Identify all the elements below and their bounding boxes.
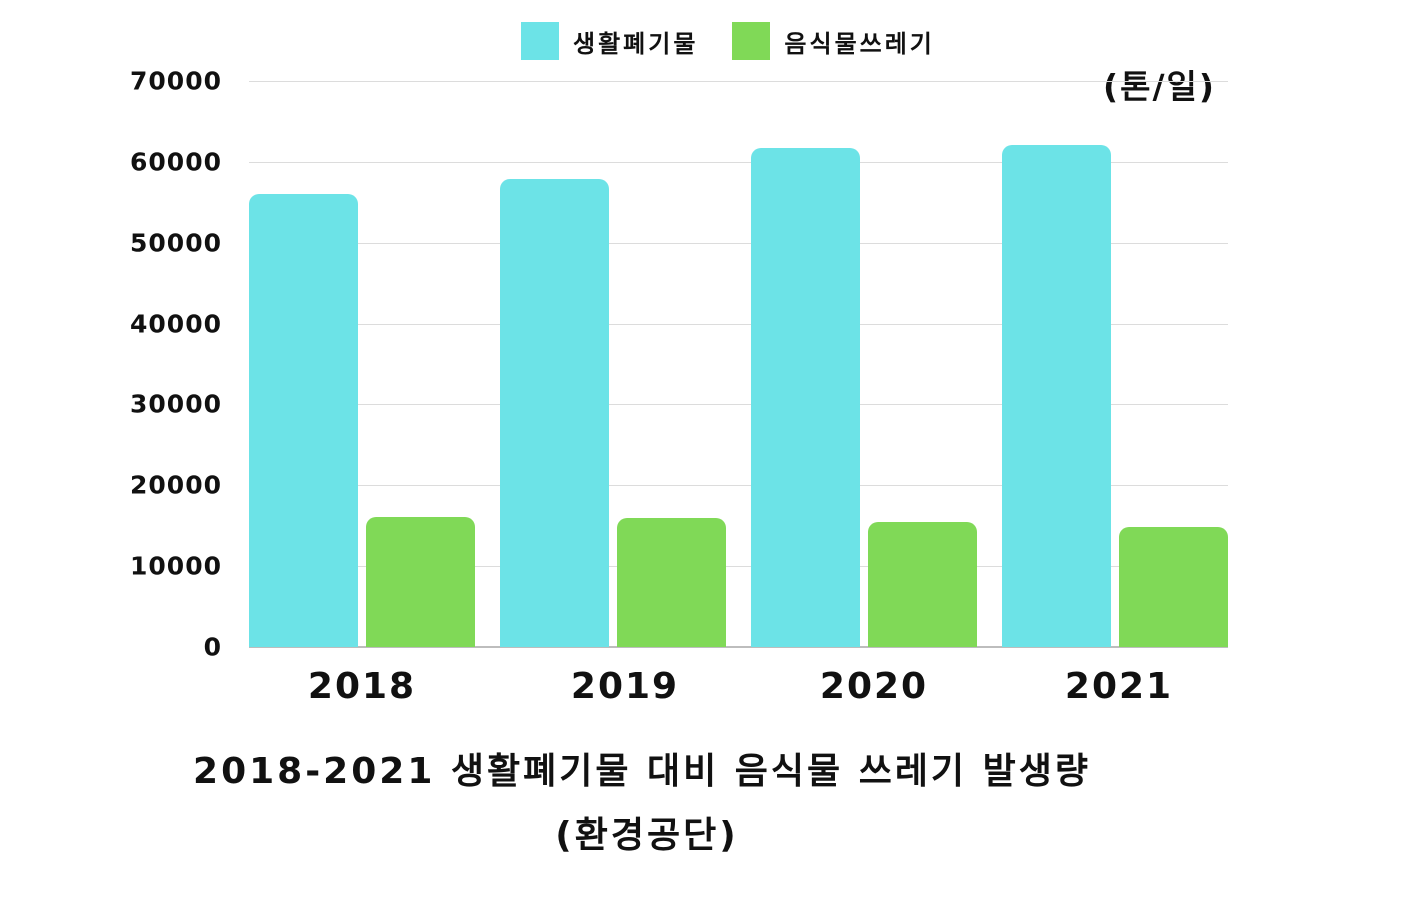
chart-source-text: (환경공단) bbox=[555, 815, 739, 856]
legend-item-household-waste: 생활폐기물 bbox=[521, 22, 698, 60]
y-tick-label: 50000 bbox=[130, 228, 222, 258]
y-tick-label: 70000 bbox=[130, 66, 222, 96]
bar-food-waste-2018 bbox=[366, 516, 475, 647]
x-tick-label: 2018 bbox=[307, 666, 417, 707]
legend-swatch-household-waste bbox=[521, 22, 559, 60]
chart-source: (환경공단) bbox=[0, 806, 1414, 858]
bar-household-waste-2020 bbox=[751, 148, 860, 647]
legend-label: 음식물쓰레기 bbox=[784, 29, 935, 58]
gridline bbox=[249, 404, 1228, 406]
x-axis-baseline bbox=[249, 646, 1228, 648]
bar-household-waste-2018 bbox=[249, 194, 358, 647]
x-tick-label: 2019 bbox=[570, 666, 680, 707]
gridline bbox=[249, 242, 1228, 244]
y-tick-label: 20000 bbox=[130, 470, 222, 500]
legend-item-food-waste: 음식물쓰레기 bbox=[732, 22, 934, 60]
plot-area bbox=[249, 81, 1228, 648]
bar-food-waste-2020 bbox=[868, 521, 977, 647]
unit-label: (톤/일) bbox=[1103, 67, 1216, 106]
legend-label: 생활폐기물 bbox=[573, 29, 699, 58]
y-tick-label: 0 bbox=[203, 632, 222, 662]
gridline bbox=[249, 566, 1228, 568]
x-tick-label: 2020 bbox=[819, 666, 929, 707]
gridline bbox=[249, 161, 1228, 163]
gridline bbox=[249, 323, 1228, 325]
bar-food-waste-2019 bbox=[617, 518, 726, 647]
gridline bbox=[249, 485, 1228, 487]
chart-legend: 생활폐기물 음식물쓰레기 bbox=[521, 22, 969, 60]
chart-title: 2018-2021 생활폐기물 대비 음식물 쓰레기 발생량 bbox=[0, 742, 1414, 794]
legend-swatch-food-waste bbox=[732, 22, 771, 60]
gridline bbox=[249, 81, 1228, 82]
y-tick-label: 10000 bbox=[130, 551, 222, 581]
chart-title-text: 2018-2021 생활폐기물 대비 음식물 쓰레기 발생량 bbox=[193, 751, 1091, 792]
y-tick-label: 60000 bbox=[130, 147, 222, 177]
bar-food-waste-2021 bbox=[1119, 527, 1228, 647]
bar-household-waste-2019 bbox=[500, 178, 609, 647]
y-tick-label: 40000 bbox=[130, 309, 222, 339]
y-tick-label: 30000 bbox=[130, 389, 222, 419]
x-tick-label: 2021 bbox=[1064, 666, 1174, 707]
bar-household-waste-2021 bbox=[1002, 144, 1111, 647]
